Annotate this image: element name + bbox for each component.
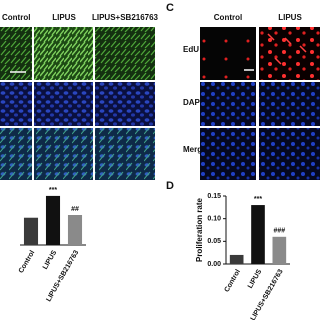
annotation: *** (254, 196, 262, 203)
y-tick-label: 0.00 (207, 261, 221, 268)
bar (251, 205, 265, 264)
image (259, 128, 320, 180)
y-tick-label: 0.10 (207, 216, 221, 223)
panel-label: C (166, 2, 174, 14)
image (95, 27, 155, 80)
bar (272, 236, 287, 264)
annotation: ## (71, 206, 79, 213)
image (200, 27, 256, 80)
image (200, 128, 256, 180)
row-label: Merge (183, 145, 207, 154)
bar (23, 217, 39, 245)
column-header: Control (2, 13, 30, 22)
image (34, 27, 93, 80)
column-header: LIPUS (52, 13, 76, 22)
x-tick-label: LIPUS (247, 268, 264, 290)
image (0, 128, 32, 180)
x-tick-label: Control (18, 249, 37, 274)
x-tick-label: Control (223, 268, 242, 293)
column-header: LIPUS+SB216763 (92, 13, 159, 22)
annotation: *** (49, 187, 57, 194)
bar (45, 195, 61, 245)
image (95, 128, 155, 180)
arrows (267, 33, 307, 65)
y-axis-label: Proliferation rate (195, 197, 204, 262)
annotation: ### (273, 228, 285, 235)
column-header: LIPUS (278, 13, 302, 22)
image (34, 128, 93, 180)
panel-label: D (166, 180, 174, 192)
bar (67, 215, 83, 245)
x-tick-label: LIPUS (42, 249, 59, 271)
image (0, 82, 32, 126)
image (200, 82, 256, 126)
image (34, 82, 93, 126)
row-label: DAPI (183, 98, 202, 107)
image (259, 82, 320, 126)
image (95, 82, 155, 126)
bar (229, 254, 244, 264)
y-tick-label: 0.15 (207, 193, 221, 200)
y-tick-label: 0.05 (207, 238, 221, 245)
row-label: EdU (183, 45, 199, 54)
image (0, 27, 32, 80)
column-header: Control (214, 13, 242, 22)
